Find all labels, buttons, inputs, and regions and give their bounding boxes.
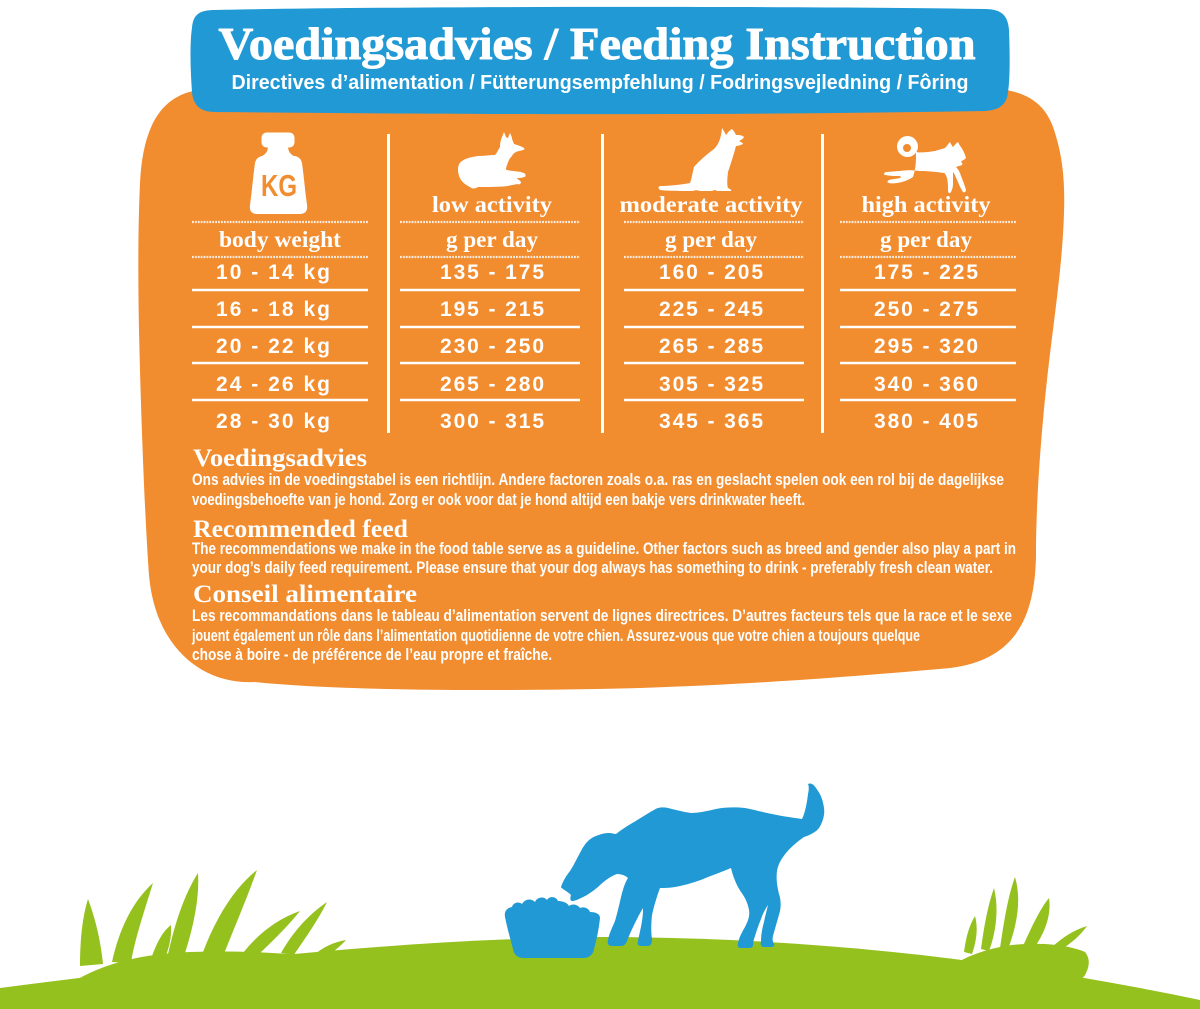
svg-text:24 - 26 kg: 24 - 26 kg — [216, 373, 330, 396]
svg-text:Directives d’alimentation / Fü: Directives d’alimentation / Fütterungsem… — [232, 72, 969, 94]
svg-text:KG: KG — [261, 168, 297, 203]
svg-text:225 - 245: 225 - 245 — [659, 298, 763, 321]
svg-text:low activity: low activity — [432, 192, 553, 217]
svg-text:160 - 205: 160 - 205 — [659, 261, 763, 284]
svg-text:your dog’s daily feed requirem: your dog’s daily feed requirement. Pleas… — [192, 558, 993, 577]
svg-text:g per day: g per day — [665, 227, 757, 252]
svg-text:Voedingsadvies / Feeding Instr: Voedingsadvies / Feeding Instruction — [219, 18, 976, 69]
svg-text:175 - 225: 175 - 225 — [874, 261, 978, 284]
svg-text:28 - 30 kg: 28 - 30 kg — [216, 410, 330, 433]
svg-text:135 - 175: 135 - 175 — [440, 261, 544, 284]
svg-text:body weight: body weight — [219, 227, 341, 252]
svg-text:300 - 315: 300 - 315 — [440, 410, 544, 433]
svg-text:chose à boire - de préférence: chose à boire - de préférence de l’eau p… — [192, 645, 552, 664]
svg-text:jouent également un rôle dans: jouent également un rôle dans l’alimenta… — [191, 626, 920, 645]
svg-text:voedingsbehoefte van je hond.: voedingsbehoefte van je hond. Zorg er oo… — [192, 490, 805, 509]
svg-text:16 - 18 kg: 16 - 18 kg — [216, 298, 330, 321]
svg-text:265 - 285: 265 - 285 — [659, 335, 763, 358]
svg-text:Ons advies in de voedingstabel: Ons advies in de voedingstabel is een ri… — [192, 470, 1004, 489]
svg-text:10 - 14 kg: 10 - 14 kg — [216, 261, 330, 284]
svg-text:Les recommandations dans le ta: Les recommandations dans le tableau d’al… — [192, 606, 1012, 625]
svg-text:195 - 215: 195 - 215 — [440, 298, 544, 321]
svg-text:340 - 360: 340 - 360 — [874, 373, 978, 396]
svg-text:345 - 365: 345 - 365 — [659, 410, 763, 433]
svg-text:g per day: g per day — [446, 227, 538, 252]
svg-text:20 - 22 kg: 20 - 22 kg — [216, 335, 330, 358]
svg-text:g per day: g per day — [880, 227, 972, 252]
svg-text:305 - 325: 305 - 325 — [659, 373, 763, 396]
svg-text:380 - 405: 380 - 405 — [874, 410, 978, 433]
svg-text:high activity: high activity — [862, 192, 992, 217]
svg-text:265 - 280: 265 - 280 — [440, 373, 544, 396]
svg-text:230 - 250: 230 - 250 — [440, 335, 544, 358]
svg-text:250 - 275: 250 - 275 — [874, 298, 978, 321]
svg-text:Recommended feed: Recommended feed — [193, 516, 408, 543]
svg-text:295 - 320: 295 - 320 — [874, 335, 978, 358]
svg-text:The recommendations we make in: The recommendations we make in the food … — [192, 539, 1016, 558]
svg-text:Voedingsadvies: Voedingsadvies — [193, 445, 367, 472]
svg-text:Conseil alimentaire: Conseil alimentaire — [193, 581, 417, 608]
svg-text:moderate activity: moderate activity — [620, 192, 804, 217]
